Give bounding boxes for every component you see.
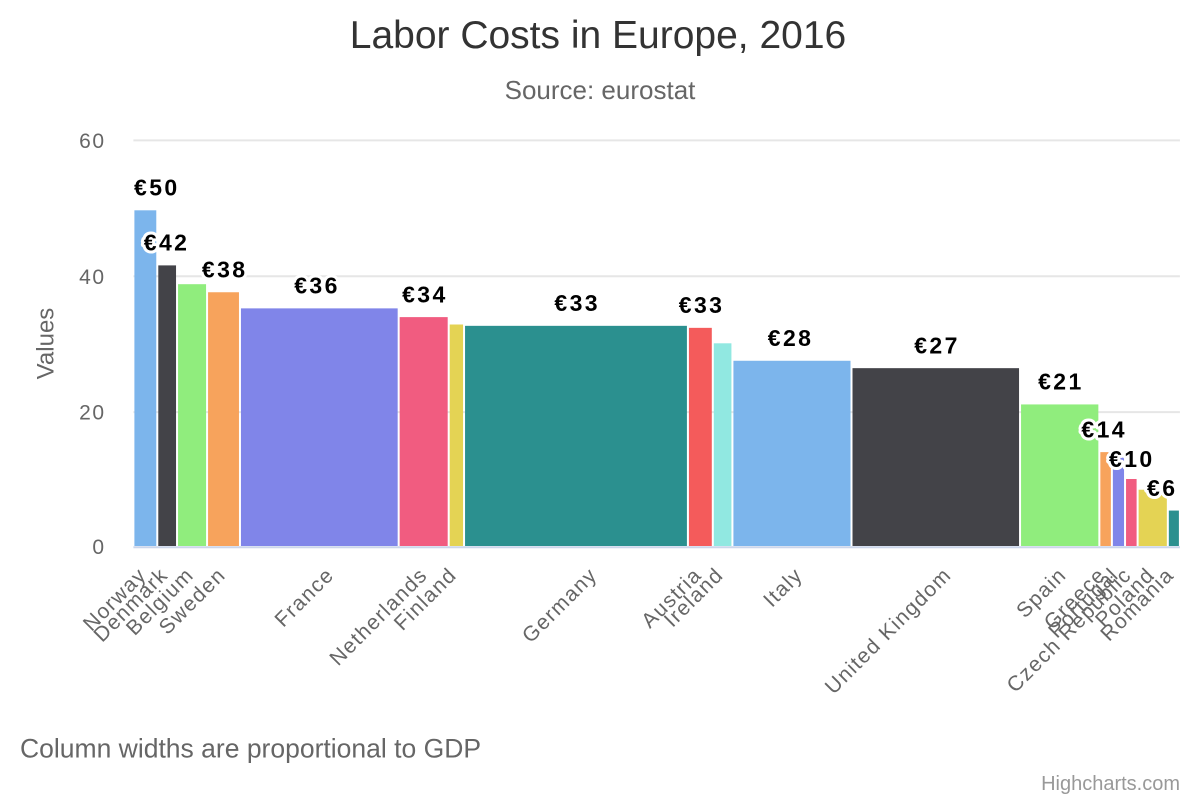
svg-text:€50: €50: [134, 175, 180, 201]
svg-text:Labor Costs in Europe, 2016: Labor Costs in Europe, 2016: [350, 14, 847, 57]
svg-text:€28: €28: [768, 325, 814, 351]
svg-text:€33: €33: [679, 292, 725, 318]
svg-text:0: 0: [92, 536, 105, 559]
svg-text:€14: €14: [1081, 416, 1127, 442]
svg-text:€27: €27: [914, 332, 960, 358]
svg-text:Column widths are proportional: Column widths are proportional to GDP: [20, 734, 481, 764]
svg-text:€34: €34: [402, 281, 448, 307]
svg-text:€42: €42: [144, 230, 190, 256]
svg-text:Highcharts.com: Highcharts.com: [1041, 773, 1180, 795]
svg-text:40: 40: [79, 266, 105, 289]
svg-text:€36: €36: [294, 273, 340, 299]
svg-text:€21: €21: [1038, 369, 1084, 395]
svg-text:20: 20: [79, 402, 105, 425]
svg-text:€10: €10: [1109, 446, 1155, 472]
svg-text:Values: Values: [33, 308, 60, 380]
svg-text:€33: €33: [554, 290, 600, 316]
svg-text:€38: €38: [202, 257, 248, 283]
svg-text:Source: eurostat: Source: eurostat: [505, 75, 697, 105]
svg-text:€6: €6: [1147, 475, 1177, 501]
svg-text:60: 60: [79, 130, 105, 153]
